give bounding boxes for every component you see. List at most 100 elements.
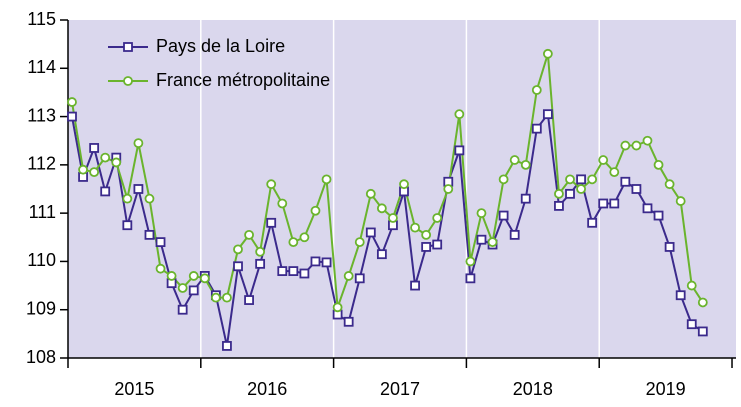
point-marker bbox=[653, 210, 664, 221]
point-marker bbox=[388, 213, 398, 223]
point-marker bbox=[89, 167, 100, 178]
y-tick-label: 109 bbox=[26, 298, 56, 318]
point-marker bbox=[487, 237, 498, 248]
point-marker bbox=[78, 164, 88, 175]
point-marker bbox=[288, 266, 299, 276]
y-tick-label: 108 bbox=[26, 347, 56, 367]
point-marker bbox=[277, 198, 288, 209]
point-marker bbox=[244, 295, 254, 305]
point-marker bbox=[642, 203, 653, 214]
series-line bbox=[71, 111, 704, 347]
point-marker bbox=[233, 244, 243, 255]
point-marker bbox=[554, 188, 564, 199]
point-marker bbox=[310, 256, 321, 267]
point-marker bbox=[166, 271, 177, 281]
point-marker bbox=[233, 261, 243, 272]
point-marker bbox=[653, 159, 664, 170]
point-marker bbox=[432, 213, 443, 223]
point-marker bbox=[675, 290, 686, 301]
point-marker bbox=[266, 217, 277, 228]
point-marker bbox=[144, 193, 155, 204]
legend-marker bbox=[123, 76, 133, 86]
point-marker bbox=[177, 304, 188, 315]
x-group-label: 2016 bbox=[247, 379, 287, 399]
point-marker bbox=[576, 174, 586, 185]
point-marker bbox=[365, 188, 376, 199]
point-marker bbox=[565, 188, 575, 199]
point-marker bbox=[299, 268, 310, 279]
point-marker bbox=[376, 249, 387, 260]
point-marker bbox=[144, 229, 155, 240]
point-marker bbox=[222, 341, 232, 351]
point-marker bbox=[354, 273, 365, 284]
point-marker bbox=[122, 220, 133, 231]
x-group-label: 2017 bbox=[380, 379, 420, 399]
point-marker bbox=[343, 316, 354, 327]
point-marker bbox=[509, 155, 520, 165]
point-marker bbox=[177, 283, 188, 293]
point-marker bbox=[609, 198, 620, 209]
point-marker bbox=[365, 227, 376, 238]
point-marker bbox=[354, 237, 365, 248]
point-marker bbox=[465, 273, 476, 284]
x-group-label: 2018 bbox=[513, 379, 553, 399]
point-marker bbox=[266, 179, 277, 190]
point-marker bbox=[587, 217, 598, 228]
point-marker bbox=[188, 285, 199, 296]
point-marker bbox=[531, 123, 542, 134]
point-marker bbox=[376, 203, 387, 214]
point-marker bbox=[498, 174, 509, 185]
point-marker bbox=[520, 193, 531, 204]
point-marker bbox=[509, 229, 520, 240]
point-marker bbox=[155, 237, 166, 248]
point-marker bbox=[310, 205, 321, 216]
point-marker bbox=[454, 109, 465, 120]
point-marker bbox=[664, 242, 675, 252]
point-marker bbox=[542, 48, 553, 59]
y-tick-label: 111 bbox=[29, 202, 56, 222]
y-tick-label: 112 bbox=[27, 154, 56, 174]
point-marker bbox=[210, 292, 221, 303]
point-marker bbox=[421, 242, 432, 252]
point-marker bbox=[443, 184, 454, 194]
point-marker bbox=[321, 174, 332, 185]
point-marker bbox=[631, 140, 642, 151]
point-marker bbox=[598, 155, 609, 165]
legend-label: Pays de la Loire bbox=[156, 36, 285, 56]
series-line bbox=[71, 53, 704, 308]
point-marker bbox=[675, 196, 686, 206]
point-marker bbox=[255, 258, 266, 269]
y-tick-label: 115 bbox=[27, 9, 56, 29]
point-marker bbox=[454, 145, 465, 156]
point-marker bbox=[255, 246, 266, 257]
point-marker bbox=[133, 184, 144, 194]
legend-marker bbox=[123, 42, 133, 52]
point-marker bbox=[531, 85, 542, 95]
point-marker bbox=[620, 140, 631, 151]
y-tick-label: 110 bbox=[27, 250, 56, 270]
point-marker bbox=[587, 174, 598, 185]
point-marker bbox=[520, 159, 531, 170]
point-marker bbox=[100, 186, 111, 197]
point-marker bbox=[476, 234, 487, 245]
point-marker bbox=[155, 263, 166, 274]
point-marker bbox=[321, 257, 332, 268]
point-marker bbox=[188, 271, 199, 281]
point-marker bbox=[642, 135, 653, 146]
point-marker bbox=[410, 222, 420, 233]
point-marker bbox=[686, 319, 697, 330]
point-marker bbox=[332, 302, 343, 313]
point-marker bbox=[598, 198, 609, 209]
y-tick-label: 114 bbox=[27, 57, 56, 77]
x-group-label: 2015 bbox=[114, 379, 154, 399]
point-marker bbox=[122, 193, 133, 204]
point-marker bbox=[343, 271, 354, 281]
point-marker bbox=[476, 208, 487, 219]
point-marker bbox=[222, 292, 232, 303]
point-marker bbox=[67, 111, 77, 122]
point-marker bbox=[565, 174, 575, 185]
point-marker bbox=[288, 237, 299, 248]
point-marker bbox=[686, 280, 697, 291]
point-marker bbox=[609, 167, 620, 178]
